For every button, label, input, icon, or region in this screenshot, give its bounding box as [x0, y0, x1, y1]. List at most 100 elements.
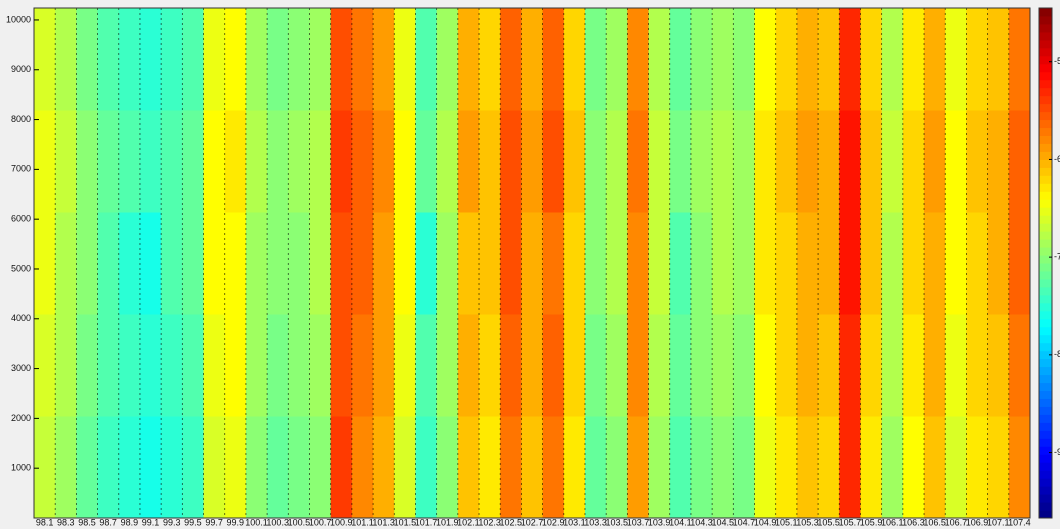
heatmap-cell	[458, 314, 480, 417]
heatmap-cell	[76, 212, 98, 315]
y-tick-label: 7000	[11, 164, 31, 174]
colorbar-segment	[1039, 16, 1052, 24]
heatmap-cell	[797, 212, 819, 315]
heatmap-cell	[649, 110, 671, 213]
heatmap-cell	[55, 110, 77, 213]
heatmap-cell	[161, 416, 183, 519]
heatmap-cell	[267, 212, 289, 315]
heatmap-cell	[882, 8, 904, 111]
colorbar-segment	[1039, 247, 1052, 255]
heatmap-cell	[500, 8, 522, 111]
colorbar-segment	[1039, 343, 1052, 351]
x-tick-label: 102.5	[500, 517, 523, 527]
heatmap-cell	[373, 314, 395, 417]
colorbar-segment	[1039, 183, 1052, 191]
heatmap-cell	[161, 314, 183, 417]
x-tick-label: 106.3	[902, 517, 925, 527]
y-tick-label: 10000	[6, 14, 31, 24]
heatmap-cell	[204, 314, 226, 417]
x-tick-label: 105.9	[860, 517, 883, 527]
heatmap-cell	[733, 110, 755, 213]
heatmap-cell	[966, 8, 988, 111]
x-tick-label: 98.7	[99, 517, 117, 527]
heatmap-cell	[267, 8, 289, 111]
x-tick-label: 101.3	[372, 517, 395, 527]
heatmap-cell	[288, 314, 310, 417]
heatmap-cell	[288, 416, 310, 519]
heatmap-cell	[182, 212, 204, 315]
heatmap-cell	[733, 8, 755, 111]
heatmap-cell	[309, 212, 331, 315]
colorbar-segment	[1039, 96, 1052, 104]
x-tick-label: 104.5	[711, 517, 734, 527]
x-tick-label: 107.4	[1008, 517, 1031, 527]
heatmap-cell	[797, 110, 819, 213]
heatmap-cell	[839, 110, 861, 213]
colorbar-segment	[1039, 24, 1052, 32]
heatmap-cell	[585, 416, 607, 519]
heatmap-cell	[903, 314, 925, 417]
x-tick-label: 99.7	[205, 517, 223, 527]
heatmap-cell	[543, 110, 565, 213]
heatmap-cell	[564, 314, 586, 417]
heatmap-cell	[521, 8, 543, 111]
heatmap-cell	[34, 416, 56, 519]
heatmap-cell	[55, 416, 77, 519]
heatmap-cell	[34, 212, 56, 315]
heatmap-cell	[55, 314, 77, 417]
heatmap-cell	[839, 212, 861, 315]
heatmap-cell	[882, 212, 904, 315]
heatmap-cell	[394, 110, 416, 213]
heatmap-cell	[924, 416, 946, 519]
colorbar-segment	[1039, 454, 1052, 462]
heatmap-cell	[119, 110, 141, 213]
heatmap-cell	[182, 8, 204, 111]
heatmap-cell	[500, 314, 522, 417]
heatmap-cell	[712, 416, 734, 519]
colorbar-segment	[1039, 311, 1052, 319]
colorbar-segment	[1039, 104, 1052, 112]
colorbar-segment	[1039, 175, 1052, 183]
heatmap-cell	[373, 8, 395, 111]
heatmap-cell	[670, 314, 692, 417]
heatmap-cell	[924, 110, 946, 213]
colorbar-segment	[1039, 271, 1052, 279]
heatmap-cell	[352, 110, 374, 213]
heatmap-cell	[733, 314, 755, 417]
x-tick-label: 104.1	[669, 517, 692, 527]
heatmap-cell	[352, 212, 374, 315]
heatmap-cell	[860, 110, 882, 213]
colorbar-segment	[1039, 48, 1052, 56]
colorbar-segment	[1039, 367, 1052, 375]
x-tick-label: 105.1	[775, 517, 798, 527]
colorbar-segment	[1039, 223, 1052, 231]
x-tick-label: 103.1	[563, 517, 586, 527]
heatmap-cell	[712, 8, 734, 111]
heatmap-cell	[585, 110, 607, 213]
x-tick-label: 100.5	[288, 517, 311, 527]
y-tick-label: 9000	[11, 64, 31, 74]
x-tick-label: 103.7	[627, 517, 650, 527]
colorbar-segment	[1039, 359, 1052, 367]
heatmap-cell	[797, 8, 819, 111]
y-tick-label: 2000	[11, 413, 31, 423]
heatmap-cell	[606, 8, 628, 111]
heatmap-cell	[860, 416, 882, 519]
y-tick-label: 1000	[11, 463, 31, 473]
heatmap-cell	[691, 416, 713, 519]
colorbar-segment	[1039, 335, 1052, 343]
heatmap-cell	[903, 416, 925, 519]
heatmap-cell	[543, 212, 565, 315]
heatmap-cell	[966, 110, 988, 213]
heatmap-cell	[246, 8, 268, 111]
y-tick-label: 8000	[11, 114, 31, 124]
heatmap-cell	[140, 212, 162, 315]
colorbar-segment	[1039, 462, 1052, 470]
colorbar-segment	[1039, 136, 1052, 144]
colorbar-segment	[1039, 151, 1052, 159]
heatmap-cell	[373, 110, 395, 213]
heatmap-cell	[882, 416, 904, 519]
x-tick-label: 99.9	[227, 517, 245, 527]
heatmap-cell	[882, 110, 904, 213]
heatmap-cell	[691, 110, 713, 213]
